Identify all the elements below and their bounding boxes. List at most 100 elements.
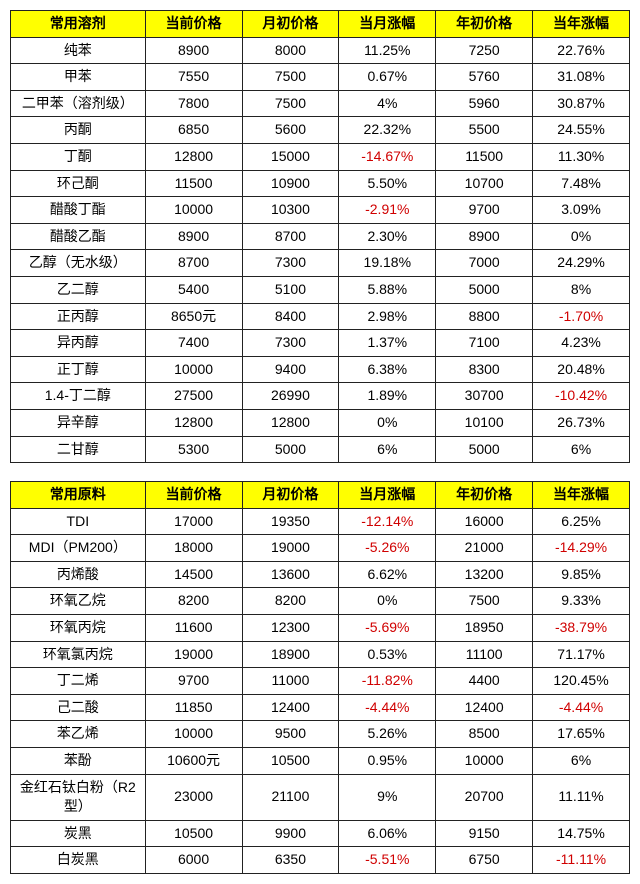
cell-year_start: 12400 <box>436 694 533 721</box>
row-name: 异辛醇 <box>11 409 146 436</box>
row-name: 甲苯 <box>11 64 146 91</box>
cell-year_chg: 120.45% <box>533 668 630 695</box>
cell-current: 11850 <box>145 694 242 721</box>
cell-month_start: 7500 <box>242 64 339 91</box>
cell-year_start: 16000 <box>436 508 533 535</box>
cell-current: 5400 <box>145 276 242 303</box>
cell-month_start: 19350 <box>242 508 339 535</box>
table-row: 醋酸乙酯890087002.30%89000% <box>11 223 630 250</box>
column-header: 当前价格 <box>145 11 242 38</box>
cell-month_start: 9500 <box>242 721 339 748</box>
cell-current: 11500 <box>145 170 242 197</box>
cell-year_chg: 30.87% <box>533 90 630 117</box>
cell-current: 9700 <box>145 668 242 695</box>
cell-year_start: 7250 <box>436 37 533 64</box>
cell-year_start: 5960 <box>436 90 533 117</box>
table-row: 丁酮1280015000-14.67%1150011.30% <box>11 143 630 170</box>
cell-month_chg: 2.98% <box>339 303 436 330</box>
table-row: 金红石钛白粉（R2型）23000211009%2070011.11% <box>11 774 630 820</box>
column-header: 常用溶剂 <box>11 11 146 38</box>
cell-month_start: 19000 <box>242 535 339 562</box>
cell-current: 7400 <box>145 330 242 357</box>
column-header: 年初价格 <box>436 482 533 509</box>
cell-month_chg: 5.88% <box>339 276 436 303</box>
cell-month_chg: -5.26% <box>339 535 436 562</box>
cell-year_start: 18950 <box>436 615 533 642</box>
cell-month_chg: 0% <box>339 409 436 436</box>
cell-year_chg: 7.48% <box>533 170 630 197</box>
cell-current: 10000 <box>145 356 242 383</box>
cell-year_start: 10700 <box>436 170 533 197</box>
cell-year_chg: 0% <box>533 223 630 250</box>
cell-month_chg: 0.67% <box>339 64 436 91</box>
cell-month_chg: 6.38% <box>339 356 436 383</box>
cell-year_chg: 22.76% <box>533 37 630 64</box>
cell-month_start: 10300 <box>242 197 339 224</box>
cell-month_start: 9400 <box>242 356 339 383</box>
cell-year_chg: 6% <box>533 436 630 463</box>
cell-month_chg: 6.06% <box>339 820 436 847</box>
cell-month_chg: 19.18% <box>339 250 436 277</box>
cell-current: 23000 <box>145 774 242 820</box>
cell-month_start: 8000 <box>242 37 339 64</box>
price-tables: 常用溶剂当前价格月初价格当月涨幅年初价格当年涨幅纯苯8900800011.25%… <box>10 10 630 874</box>
row-name: 丙酮 <box>11 117 146 144</box>
row-name: 纯苯 <box>11 37 146 64</box>
table-row: 异丙醇740073001.37%71004.23% <box>11 330 630 357</box>
cell-year_chg: -11.11% <box>533 847 630 874</box>
cell-year_start: 6750 <box>436 847 533 874</box>
cell-year_chg: 24.29% <box>533 250 630 277</box>
row-name: 环氧氯丙烷 <box>11 641 146 668</box>
table-row: 正丙醇8650元84002.98%8800-1.70% <box>11 303 630 330</box>
cell-month_chg: 6.62% <box>339 561 436 588</box>
cell-month_start: 8700 <box>242 223 339 250</box>
table-row: 甲苯755075000.67%576031.08% <box>11 64 630 91</box>
cell-year_chg: -10.42% <box>533 383 630 410</box>
cell-month_start: 5100 <box>242 276 339 303</box>
cell-current: 27500 <box>145 383 242 410</box>
table-row: 丁二烯970011000-11.82%4400120.45% <box>11 668 630 695</box>
cell-year_start: 20700 <box>436 774 533 820</box>
cell-year_chg: 26.73% <box>533 409 630 436</box>
cell-month_start: 18900 <box>242 641 339 668</box>
cell-year_chg: 3.09% <box>533 197 630 224</box>
cell-year_chg: 9.33% <box>533 588 630 615</box>
cell-current: 11600 <box>145 615 242 642</box>
cell-month_chg: -11.82% <box>339 668 436 695</box>
cell-current: 7550 <box>145 64 242 91</box>
table-row: 环氧氯丙烷19000189000.53%1110071.17% <box>11 641 630 668</box>
row-name: 丁酮 <box>11 143 146 170</box>
cell-year_chg: -38.79% <box>533 615 630 642</box>
cell-year_start: 30700 <box>436 383 533 410</box>
cell-current: 8200 <box>145 588 242 615</box>
cell-month_chg: 11.25% <box>339 37 436 64</box>
materials-table: 常用原料当前价格月初价格当月涨幅年初价格当年涨幅TDI1700019350-12… <box>10 481 630 874</box>
row-name: 乙二醇 <box>11 276 146 303</box>
cell-year_chg: 6.25% <box>533 508 630 535</box>
table-row: 丙烯酸14500136006.62%132009.85% <box>11 561 630 588</box>
cell-current: 19000 <box>145 641 242 668</box>
cell-month_start: 5600 <box>242 117 339 144</box>
cell-year_start: 5000 <box>436 276 533 303</box>
column-header: 当月涨幅 <box>339 482 436 509</box>
solvents-table: 常用溶剂当前价格月初价格当月涨幅年初价格当年涨幅纯苯8900800011.25%… <box>10 10 630 463</box>
cell-month_start: 12400 <box>242 694 339 721</box>
cell-year_start: 7000 <box>436 250 533 277</box>
column-header: 当月涨幅 <box>339 11 436 38</box>
cell-month_start: 12800 <box>242 409 339 436</box>
cell-month_chg: -5.69% <box>339 615 436 642</box>
row-name: 乙醇（无水级） <box>11 250 146 277</box>
table-row: 乙二醇540051005.88%50008% <box>11 276 630 303</box>
cell-month_chg: 2.30% <box>339 223 436 250</box>
column-header: 月初价格 <box>242 482 339 509</box>
table-row: 苯乙烯1000095005.26%850017.65% <box>11 721 630 748</box>
cell-month_start: 9900 <box>242 820 339 847</box>
cell-year_start: 7100 <box>436 330 533 357</box>
cell-month_start: 15000 <box>242 143 339 170</box>
cell-month_start: 11000 <box>242 668 339 695</box>
cell-year_chg: 9.85% <box>533 561 630 588</box>
row-name: 环己酮 <box>11 170 146 197</box>
cell-year_start: 5760 <box>436 64 533 91</box>
row-name: 醋酸丁酯 <box>11 197 146 224</box>
cell-current: 18000 <box>145 535 242 562</box>
